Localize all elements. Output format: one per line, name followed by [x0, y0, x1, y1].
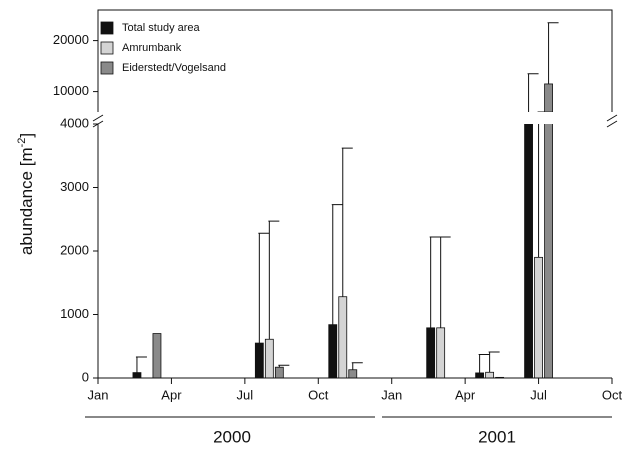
bar — [152, 333, 162, 378]
y-tick-label: 10000 — [53, 83, 89, 98]
error-bar — [430, 112, 441, 131]
error-bar — [351, 362, 363, 370]
bar — [338, 296, 348, 378]
error-bar — [352, 112, 363, 141]
bar — [524, 124, 533, 378]
year-label: 2001 — [478, 427, 516, 446]
legend-label: Amrumbank — [122, 42, 182, 54]
bar — [348, 369, 358, 378]
error-bar — [278, 112, 289, 142]
error-bar — [439, 236, 451, 328]
bar — [475, 372, 485, 378]
error-bar — [429, 236, 441, 328]
bar — [426, 327, 436, 378]
error-bar — [547, 22, 559, 84]
error-bar — [136, 112, 147, 141]
x-tick-label: Oct — [602, 387, 623, 402]
error-bar — [278, 364, 290, 368]
legend-swatch — [100, 61, 114, 75]
bar — [328, 324, 338, 378]
bar — [534, 256, 543, 378]
bar — [485, 371, 495, 378]
bar — [544, 124, 553, 378]
bar — [544, 83, 553, 112]
error-bar — [331, 204, 343, 325]
error-bar — [489, 112, 500, 141]
error-bar — [479, 112, 490, 141]
legend-swatch — [100, 21, 114, 35]
error-bar — [268, 220, 280, 340]
x-tick-label: Jan — [88, 387, 109, 402]
x-tick-label: Oct — [308, 387, 329, 402]
y-tick-label: 4000 — [60, 115, 89, 130]
bar — [274, 366, 284, 378]
x-tick-label: Jul — [530, 387, 547, 402]
error-bar — [268, 112, 279, 130]
error-bar — [258, 112, 269, 131]
error-bar — [342, 112, 353, 124]
x-tick-label: Jan — [381, 387, 402, 402]
bar — [264, 338, 274, 378]
error-bar — [135, 356, 147, 373]
y-tick-label: 1000 — [60, 306, 89, 321]
x-tick-label: Apr — [161, 387, 182, 402]
bar — [254, 342, 264, 378]
y-tick-label: 2000 — [60, 242, 89, 257]
x-tick-label: Jul — [237, 387, 254, 402]
y-tick-label: 20000 — [53, 32, 89, 47]
bar — [436, 327, 446, 378]
legend-swatch — [100, 41, 114, 55]
error-bar — [332, 112, 343, 129]
year-label: 2000 — [213, 427, 251, 446]
legend-label: Eiderstedt/Vogelsand — [122, 62, 226, 74]
error-bar — [488, 351, 500, 373]
error-bar — [440, 112, 451, 131]
error-bar — [258, 232, 270, 344]
y-tick-label: 0 — [82, 369, 89, 384]
y-axis-label: abundance [m-2] — [16, 133, 37, 255]
error-bar — [538, 124, 540, 258]
bar — [132, 372, 142, 378]
error-bar — [527, 73, 539, 112]
upper-panel — [136, 22, 559, 142]
error-bar — [478, 354, 490, 373]
error-bar — [528, 0, 539, 92]
x-tick-label: Apr — [455, 387, 476, 402]
error-bar — [341, 147, 353, 297]
y-tick-label: 3000 — [60, 179, 89, 194]
lower-panel — [132, 0, 553, 378]
legend-label: Total study area — [122, 22, 201, 34]
